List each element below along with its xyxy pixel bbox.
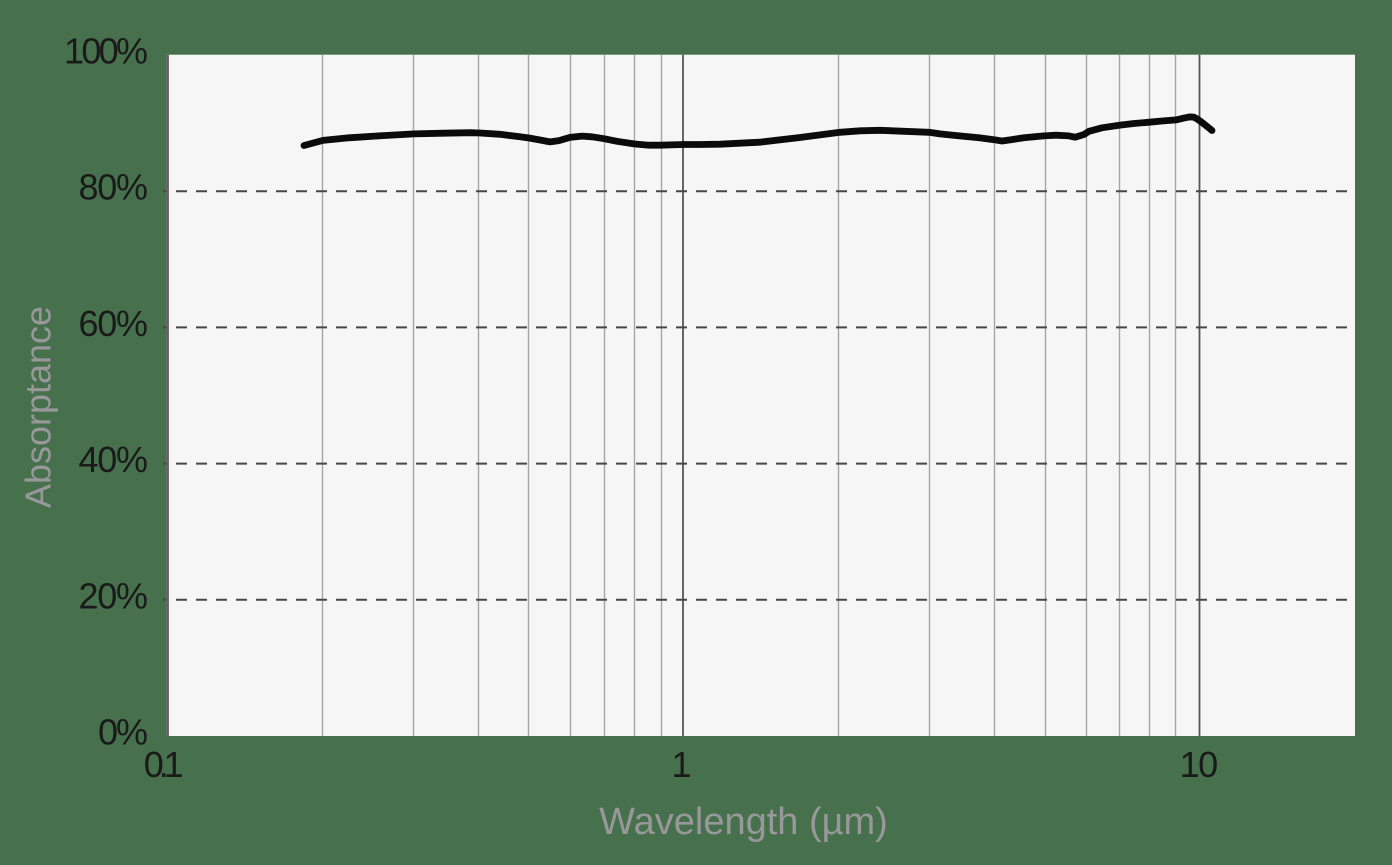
svg-text:Wavelength (µm): Wavelength (µm) xyxy=(599,801,888,843)
svg-text:0.1: 0.1 xyxy=(144,744,184,785)
svg-text:100%: 100% xyxy=(64,30,148,71)
svg-text:40%: 40% xyxy=(79,439,149,480)
svg-text:1: 1 xyxy=(671,744,691,785)
svg-text:20%: 20% xyxy=(79,575,149,616)
svg-text:10: 10 xyxy=(1180,744,1219,785)
svg-text:Absorptance: Absorptance xyxy=(18,306,59,508)
svg-text:80%: 80% xyxy=(79,167,149,208)
svg-text:0%: 0% xyxy=(98,712,148,753)
svg-text:60%: 60% xyxy=(79,303,149,344)
